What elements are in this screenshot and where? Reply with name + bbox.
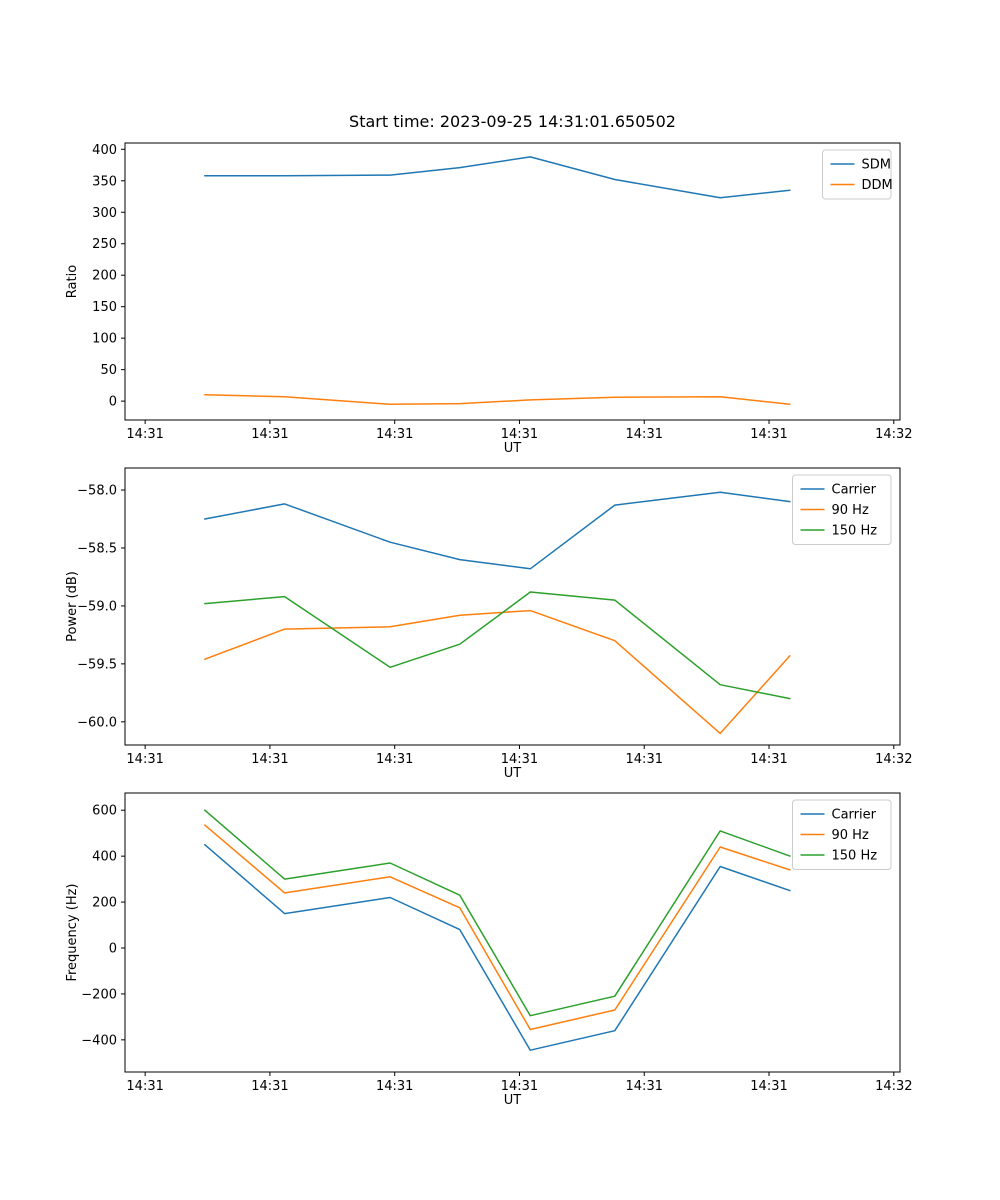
plot-frame	[124, 792, 901, 1073]
y-tick-label: 0	[109, 395, 117, 410]
legend-label: 150 Hz	[832, 849, 878, 864]
series-line-150-hz	[204, 809, 791, 1017]
y-tick-label: −200	[81, 987, 117, 1002]
legend-label: 90 Hz	[832, 828, 869, 843]
chart-canvas: −400 −200 0 200 400 600 14:31 14:31 14:31 14:31 14…	[65, 792, 913, 1108]
y-tick-label: −59.0	[77, 599, 117, 614]
y-tick-label: −60.0	[77, 715, 117, 730]
series-line-90-hz	[204, 824, 791, 1031]
y-tick-label: 600	[92, 804, 117, 819]
series-line-sdm	[204, 156, 791, 199]
y-tick-label: −58.5	[77, 541, 117, 556]
y-tick-label: 200	[92, 269, 117, 284]
chart-canvas: 0 50 100 150 200 250 300 350 400 14:31 14:31 14:31 1…	[65, 142, 913, 456]
y-tick-label: 50	[100, 363, 117, 378]
x-tick-label: 14:31	[750, 1079, 787, 1094]
series-line-90-hz	[204, 609, 791, 735]
x-axis-label: UT	[504, 766, 522, 781]
x-tick-label: 14:31	[750, 427, 787, 442]
series-line-ddm	[204, 394, 791, 406]
x-tick-label: 14:32	[875, 1079, 912, 1094]
x-tick-label: 14:31	[251, 1079, 288, 1094]
x-tick-label: 14:32	[875, 427, 912, 442]
chart-frequency: −400 −200 0 200 400 600 14:31 14:31 14:31 14:31 14…	[0, 785, 1000, 1115]
x-tick-label: 14:31	[126, 1079, 163, 1094]
y-tick-label: 300	[92, 206, 117, 221]
x-tick-label: 14:31	[126, 427, 163, 442]
y-tick-label: 400	[92, 143, 117, 158]
x-tick-label: 14:31	[251, 752, 288, 767]
legend-label: Carrier	[832, 483, 877, 498]
y-tick-label: 250	[92, 237, 117, 252]
legend-box	[792, 799, 892, 870]
y-tick-label: −58.0	[77, 484, 117, 499]
x-tick-label: 14:31	[126, 752, 163, 767]
legend-label: 90 Hz	[832, 503, 869, 518]
y-tick-label: 100	[92, 332, 117, 347]
legend-label: 150 Hz	[832, 524, 878, 539]
x-tick-label: 14:31	[376, 752, 413, 767]
chart-ratio: 0 50 100 150 200 250 300 350 400 14:31 14:31 14:31 1…	[0, 140, 1000, 460]
x-tick-label: 14:31	[501, 752, 538, 767]
y-tick-label: 200	[92, 896, 117, 911]
y-tick-label: 150	[92, 300, 117, 315]
chart-power: −58.0 −58.5 −59.0 −59.5 −60.0 14:31 14:31 14:31…	[0, 460, 1000, 785]
x-tick-label: 14:31	[501, 1079, 538, 1094]
x-tick-label: 14:31	[750, 752, 787, 767]
y-tick-label: 350	[92, 174, 117, 189]
series-line-carrier	[204, 843, 791, 1051]
legend: Carrier 90 Hz 150 Hz	[792, 474, 892, 545]
legend-label: SDM	[862, 158, 891, 173]
plot-frame	[124, 142, 901, 421]
y-axis-label: Frequency (Hz)	[65, 883, 80, 981]
x-tick-label: 14:31	[251, 427, 288, 442]
figure-title: Start time: 2023-09-25 14:31:01.650502	[349, 112, 676, 131]
legend-label: Carrier	[832, 808, 877, 823]
legend: SDM DDM	[822, 149, 893, 200]
y-tick-label: 400	[92, 850, 117, 865]
series-line-150-hz	[204, 591, 791, 700]
x-axis-label: UT	[504, 1093, 522, 1108]
plot-frame	[124, 467, 901, 746]
legend-box	[822, 149, 892, 200]
chart-canvas: −58.0 −58.5 −59.0 −59.5 −60.0 14:31 14:31 14:31…	[65, 467, 913, 781]
y-axis-label: Power (dB)	[65, 571, 80, 642]
legend: Carrier 90 Hz 150 Hz	[792, 799, 892, 870]
x-tick-label: 14:31	[501, 427, 538, 442]
y-tick-label: −400	[81, 1033, 117, 1048]
x-axis-label: UT	[504, 441, 522, 456]
x-tick-label: 14:31	[376, 427, 413, 442]
legend-box	[792, 474, 892, 545]
x-tick-label: 14:31	[376, 1079, 413, 1094]
y-tick-label: 0	[109, 942, 117, 957]
x-tick-label: 14:31	[626, 1079, 663, 1094]
x-tick-label: 14:32	[875, 752, 912, 767]
x-tick-label: 14:31	[626, 752, 663, 767]
y-axis-label: Ratio	[65, 265, 80, 298]
legend-label: DDM	[862, 178, 893, 193]
y-tick-label: −59.5	[77, 657, 117, 672]
series-line-carrier	[204, 491, 791, 570]
x-tick-label: 14:31	[626, 427, 663, 442]
